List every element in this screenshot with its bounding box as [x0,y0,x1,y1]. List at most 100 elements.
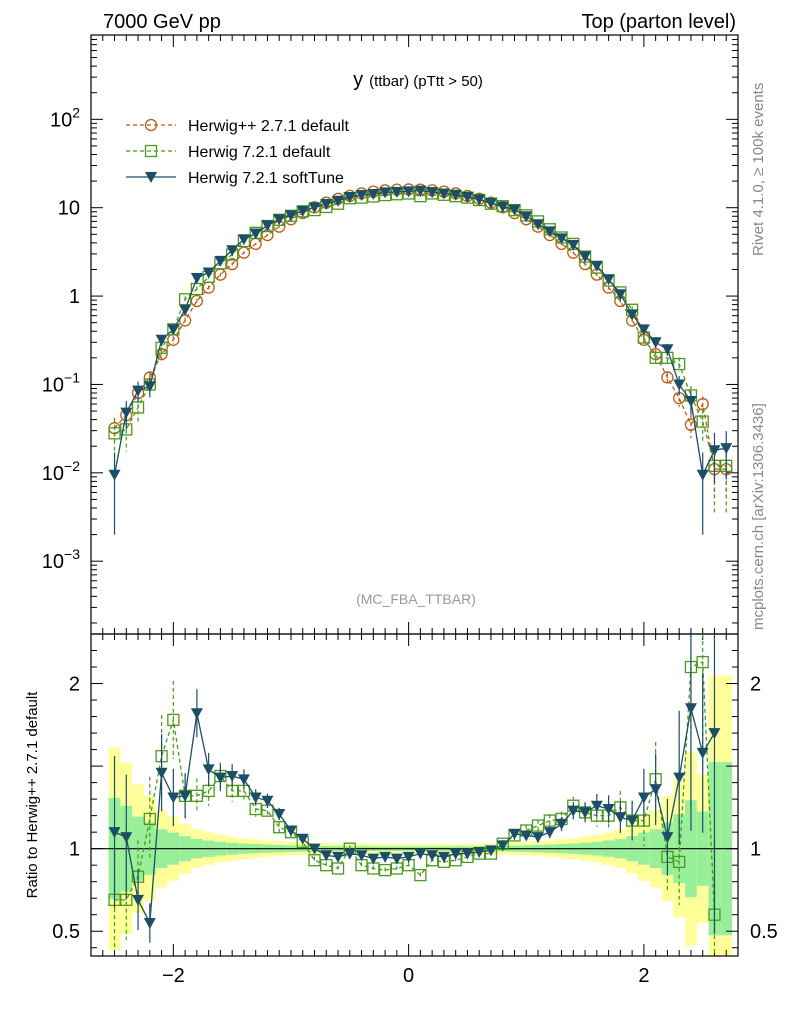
ratio-point [273,808,286,820]
ratio-tick-label-right: 0.5 [750,921,778,943]
data-point [508,204,521,216]
data-point [579,251,592,263]
y-tick-base: 1 [69,286,80,308]
data-point [496,201,509,213]
ratio-point [120,832,133,844]
ratio-point [449,848,462,860]
data-point [237,246,251,259]
series-1 [108,187,733,513]
legend-label: Herwig++ 2.7.1 default [188,118,350,135]
data-point [190,294,204,308]
data-point [284,210,297,222]
data-point [179,304,192,316]
ratio-point [143,812,156,826]
ratio-tick-label-right: 2 [750,674,761,696]
data-point [143,381,156,393]
data-point [214,255,227,267]
ratio-point [637,792,650,804]
data-point [132,385,145,397]
legend-marker [144,144,158,158]
ratio-point [614,812,627,824]
data-point [614,289,627,301]
ratio-tick-label-left: 0.5 [52,921,80,943]
y-tick-label: 10−3 [42,546,80,573]
legend-label: Herwig 7.2.1 default [188,144,331,161]
ratio-point [473,846,486,858]
ratio-series-1 [108,634,721,943]
ratio-point [378,863,392,877]
data-point [426,187,439,199]
ratio-point [343,848,356,860]
ratio-point [531,819,545,832]
ratio-point [461,848,474,860]
data-point [637,324,650,336]
ratio-tick-label-left: 1 [69,839,80,861]
ratio-point [426,850,439,862]
data-point [320,199,333,211]
ratio-point [155,767,168,779]
x-tick-label: 2 [638,965,649,987]
y-tick-label: 10−1 [42,369,80,396]
ratio-point [237,774,250,786]
ratio-point [261,795,274,807]
y-tick-base: 10 [42,551,64,573]
ratio-point [590,800,603,812]
data-point [696,415,709,428]
ratio-point [508,828,521,840]
ratio-point [696,655,709,669]
series-line [114,192,727,467]
ratio-point [226,771,239,783]
ratio-point [484,845,497,857]
title-main: y [353,69,363,91]
ratio-point [308,843,321,855]
data-point [108,427,121,440]
data-point [296,205,309,217]
data-point [684,418,698,431]
data-point [226,257,239,271]
y-tick-label: 102 [50,104,80,131]
ratio-point [532,832,545,844]
ratio-point [555,818,568,830]
ratio-point [402,851,415,863]
y-tick-label: 1 [69,286,80,308]
data-point [661,371,674,384]
data-point [567,239,580,251]
ratio-point [273,821,286,834]
ratio-point [308,854,321,867]
rivet-version-label: Rivet 4.1.0, ≥ 100k events [750,83,767,256]
series-line [114,188,727,470]
ratio-point [708,728,721,740]
main-series [108,183,733,535]
y-tick-label: 10 [58,198,80,220]
ratio-point [390,853,403,865]
ratio-point [602,804,615,816]
ratio-point [167,713,180,727]
y-tick-exponent: −3 [64,546,80,562]
ratio-point [190,708,203,720]
y-tick-label: 10−2 [42,458,80,485]
data-point [661,344,674,356]
y-tick-exponent: −1 [64,369,80,385]
data-point [626,309,639,321]
data-point [308,202,321,214]
data-point [414,185,427,197]
title-sub: (ttbar) (pTtt > 50) [369,73,483,90]
ratio-point [414,848,427,860]
data-point [379,187,392,199]
ratio-y-axis-label: Ratio to Herwig++ 2.7.1 default [24,691,41,899]
data-point [543,226,556,238]
ratio-plot-frame [90,633,739,957]
y-tick-base: 10 [50,109,72,131]
data-point [190,273,203,285]
ratio-point [379,851,392,863]
data-point [684,395,697,407]
ratio-point [202,764,215,776]
ratio-point [567,805,580,817]
data-point [673,357,686,371]
data-point [343,192,356,204]
x-tick-label: 0 [403,965,414,987]
data-point [555,233,568,245]
data-point [261,220,274,232]
ratio-point [284,825,297,837]
